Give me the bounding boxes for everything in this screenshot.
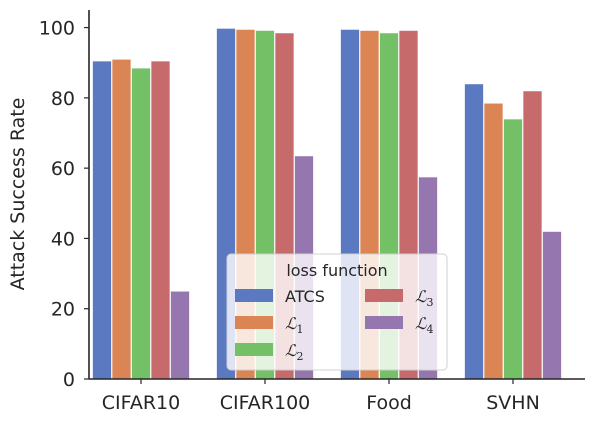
legend-label-l4: ℒ4	[415, 314, 434, 336]
y-tick-label: 20	[51, 299, 75, 321]
y-tick-label: 0	[63, 369, 75, 391]
legend-swatch-l4	[365, 316, 403, 329]
bar-l1-svhn	[483, 102, 504, 380]
y-tick-label: 100	[39, 18, 75, 40]
bar-l4-cifar10	[170, 290, 190, 380]
x-tick-label-cifar10: CIFAR10	[102, 392, 180, 414]
legend-label-l1: ℒ1	[285, 314, 304, 336]
legend-swatch-atcs	[235, 289, 273, 302]
y-tick-label: 40	[51, 228, 75, 250]
bar-atcs-cifar10	[92, 60, 112, 380]
x-tick-label-cifar100: CIFAR100	[220, 392, 311, 414]
legend-label-atcs: ATCS	[285, 287, 325, 306]
x-tick-label-food: Food	[366, 392, 412, 414]
bar-l3-cifar10	[150, 60, 171, 380]
x-ticks: CIFAR10 CIFAR100 Food SVHN	[102, 379, 540, 414]
y-tick-label: 60	[51, 158, 75, 180]
bar-l1-cifar10	[111, 58, 132, 380]
bar-l4-svhn	[542, 230, 562, 380]
bar-atcs-svhn	[464, 83, 484, 380]
bar-l2-cifar10	[131, 67, 151, 380]
y-ticks: 0 20 40 60 80 100	[39, 18, 89, 391]
legend-title: loss function	[286, 261, 387, 280]
legend: loss function ATCS ℒ1 ℒ2 ℒ3 ℒ4	[226, 253, 448, 371]
legend-swatch-l2	[235, 343, 273, 356]
legend-label-l2: ℒ2	[285, 341, 304, 363]
x-tick-label-svhn: SVHN	[486, 392, 540, 414]
y-tick-label: 80	[51, 88, 75, 110]
axes-group	[88, 10, 585, 380]
legend-box	[226, 253, 448, 371]
legend-swatch-l1	[235, 316, 273, 329]
bar-l2-svhn	[503, 118, 523, 380]
bar-l3-svhn	[522, 90, 543, 380]
y-axis-title: Attack Success Rate	[7, 98, 29, 291]
legend-label-l3: ℒ3	[415, 287, 434, 309]
legend-swatch-l3	[365, 289, 403, 302]
